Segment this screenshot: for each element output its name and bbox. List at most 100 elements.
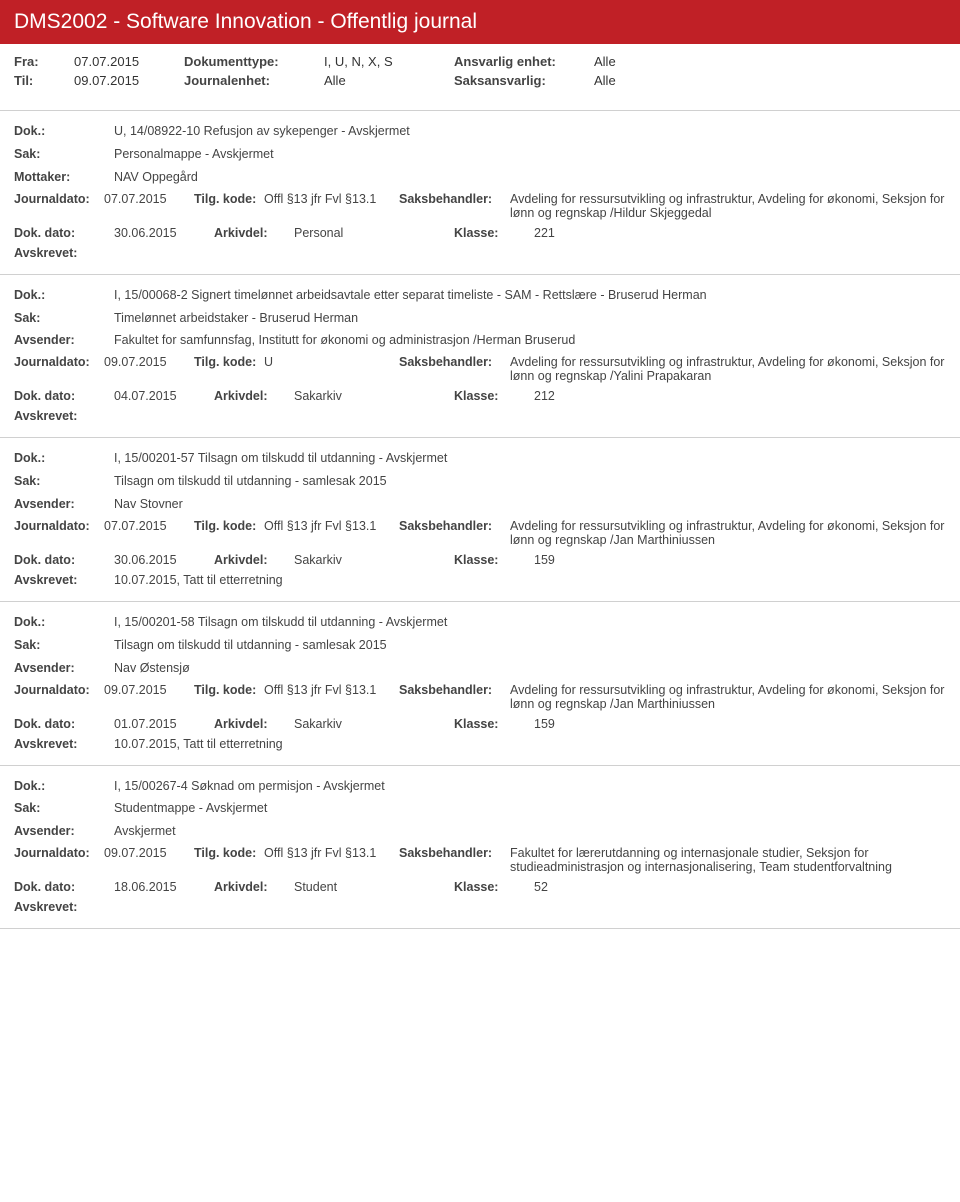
meta-doktype-label: Dokumenttype:: [184, 54, 324, 69]
party-label: Avsender:: [14, 660, 114, 677]
saksbehandler-value: Avdeling for ressursutvikling og infrast…: [504, 192, 946, 220]
journaldato-value: 09.07.2015: [104, 355, 194, 369]
dok-label: Dok.:: [14, 614, 114, 631]
arkivdel-label: Arkivdel:: [214, 553, 294, 567]
dokdato-value: 30.06.2015: [114, 553, 214, 567]
journaldato-label: Journaldato:: [14, 355, 104, 369]
journal-entry: Dok.: U, 14/08922-10 Refusjon av sykepen…: [0, 110, 960, 274]
journaldato-value: 09.07.2015: [104, 846, 194, 860]
dokdato-label: Dok. dato:: [14, 717, 114, 731]
arkivdel-value: Student: [294, 880, 454, 894]
meta-ansvarlig-label: Ansvarlig enhet:: [454, 54, 594, 69]
journaldato-label: Journaldato:: [14, 683, 104, 697]
saksbehandler-value: Fakultet for lærerutdanning og internasj…: [504, 846, 946, 874]
party-value: Fakultet for samfunnsfag, Institutt for …: [114, 332, 946, 349]
journal-entry: Dok.: I, 15/00201-58 Tilsagn om tilskudd…: [0, 601, 960, 765]
sak-label: Sak:: [14, 310, 114, 327]
sak-label: Sak:: [14, 473, 114, 490]
arkivdel-label: Arkivdel:: [214, 389, 294, 403]
dokdato-label: Dok. dato:: [14, 389, 114, 403]
tilgkode-value: Offl §13 jfr Fvl §13.1: [264, 846, 399, 860]
klasse-label: Klasse:: [454, 389, 534, 403]
saksbehandler-label: Saksbehandler:: [399, 846, 504, 860]
avskrevet-value: 10.07.2015, Tatt til etterretning: [114, 737, 283, 751]
dokdato-value: 04.07.2015: [114, 389, 214, 403]
klasse-label: Klasse:: [454, 880, 534, 894]
sak-label: Sak:: [14, 637, 114, 654]
dok-label: Dok.:: [14, 287, 114, 304]
meta-journalenhet-value: Alle: [324, 73, 454, 88]
saksbehandler-label: Saksbehandler:: [399, 683, 504, 697]
tilgkode-label: Tilg. kode:: [194, 683, 264, 697]
avskrevet-label: Avskrevet:: [14, 246, 114, 260]
dok-label: Dok.:: [14, 778, 114, 795]
arkivdel-value: Sakarkiv: [294, 389, 454, 403]
tilgkode-label: Tilg. kode:: [194, 519, 264, 533]
party-label: Avsender:: [14, 332, 114, 349]
avskrevet-label: Avskrevet:: [14, 573, 114, 587]
arkivdel-value: Sakarkiv: [294, 553, 454, 567]
meta-saksansvarlig-value: Alle: [594, 73, 616, 88]
saksbehandler-value: Avdeling for ressursutvikling og infrast…: [504, 683, 946, 711]
journaldato-label: Journaldato:: [14, 192, 104, 206]
dokdato-label: Dok. dato:: [14, 553, 114, 567]
party-value: Nav Stovner: [114, 496, 946, 513]
page-title-bar: DMS2002 - Software Innovation - Offentli…: [0, 0, 960, 44]
tilgkode-value: Offl §13 jfr Fvl §13.1: [264, 519, 399, 533]
sak-value: Studentmappe - Avskjermet: [114, 800, 946, 817]
party-label: Avsender:: [14, 823, 114, 840]
avskrevet-value: 10.07.2015, Tatt til etterretning: [114, 573, 283, 587]
journal-entry: Dok.: I, 15/00068-2 Signert timelønnet a…: [0, 274, 960, 438]
dok-label: Dok.:: [14, 123, 114, 140]
journaldato-value: 09.07.2015: [104, 683, 194, 697]
party-value: Avskjermet: [114, 823, 946, 840]
tilgkode-value: U: [264, 355, 399, 369]
tilgkode-label: Tilg. kode:: [194, 192, 264, 206]
journaldato-label: Journaldato:: [14, 846, 104, 860]
saksbehandler-label: Saksbehandler:: [399, 192, 504, 206]
avskrevet-label: Avskrevet:: [14, 900, 114, 914]
journal-entry: Dok.: I, 15/00201-57 Tilsagn om tilskudd…: [0, 437, 960, 601]
meta-ansvarlig-value: Alle: [594, 54, 616, 69]
klasse-value: 212: [534, 389, 594, 403]
sak-label: Sak:: [14, 800, 114, 817]
page-title: DMS2002 - Software Innovation - Offentli…: [14, 10, 477, 33]
saksbehandler-label: Saksbehandler:: [399, 355, 504, 369]
sak-value: Timelønnet arbeidstaker - Bruserud Herma…: [114, 310, 946, 327]
arkivdel-value: Personal: [294, 226, 454, 240]
journaldato-label: Journaldato:: [14, 519, 104, 533]
saksbehandler-value: Avdeling for ressursutvikling og infrast…: [504, 355, 946, 383]
party-label: Avsender:: [14, 496, 114, 513]
dok-value: I, 15/00201-58 Tilsagn om tilskudd til u…: [114, 614, 946, 631]
klasse-value: 52: [534, 880, 594, 894]
meta-saksansvarlig-label: Saksansvarlig:: [454, 73, 594, 88]
meta-fra-label: Fra:: [14, 54, 74, 69]
sak-value: Personalmappe - Avskjermet: [114, 146, 946, 163]
dok-value: I, 15/00068-2 Signert timelønnet arbeids…: [114, 287, 946, 304]
avskrevet-label: Avskrevet:: [14, 409, 114, 423]
tilgkode-label: Tilg. kode:: [194, 846, 264, 860]
saksbehandler-value: Avdeling for ressursutvikling og infrast…: [504, 519, 946, 547]
party-label: Mottaker:: [14, 169, 114, 186]
journaldato-value: 07.07.2015: [104, 519, 194, 533]
entries-list: Dok.: U, 14/08922-10 Refusjon av sykepen…: [0, 110, 960, 929]
meta-doktype-value: I, U, N, X, S: [324, 54, 454, 69]
sak-value: Tilsagn om tilskudd til utdanning - saml…: [114, 473, 946, 490]
klasse-value: 159: [534, 717, 594, 731]
dok-value: U, 14/08922-10 Refusjon av sykepenger - …: [114, 123, 946, 140]
tilgkode-label: Tilg. kode:: [194, 355, 264, 369]
dok-value: I, 15/00201-57 Tilsagn om tilskudd til u…: [114, 450, 946, 467]
sak-label: Sak:: [14, 146, 114, 163]
meta-block: Fra: 07.07.2015 Dokumenttype: I, U, N, X…: [0, 44, 960, 110]
journaldato-value: 07.07.2015: [104, 192, 194, 206]
meta-fra-value: 07.07.2015: [74, 54, 184, 69]
dokdato-value: 01.07.2015: [114, 717, 214, 731]
klasse-value: 221: [534, 226, 594, 240]
dokdato-label: Dok. dato:: [14, 880, 114, 894]
party-value: NAV Oppegård: [114, 169, 946, 186]
tilgkode-value: Offl §13 jfr Fvl §13.1: [264, 683, 399, 697]
dokdato-value: 30.06.2015: [114, 226, 214, 240]
avskrevet-label: Avskrevet:: [14, 737, 114, 751]
meta-til-label: Til:: [14, 73, 74, 88]
dok-value: I, 15/00267-4 Søknad om permisjon - Avsk…: [114, 778, 946, 795]
